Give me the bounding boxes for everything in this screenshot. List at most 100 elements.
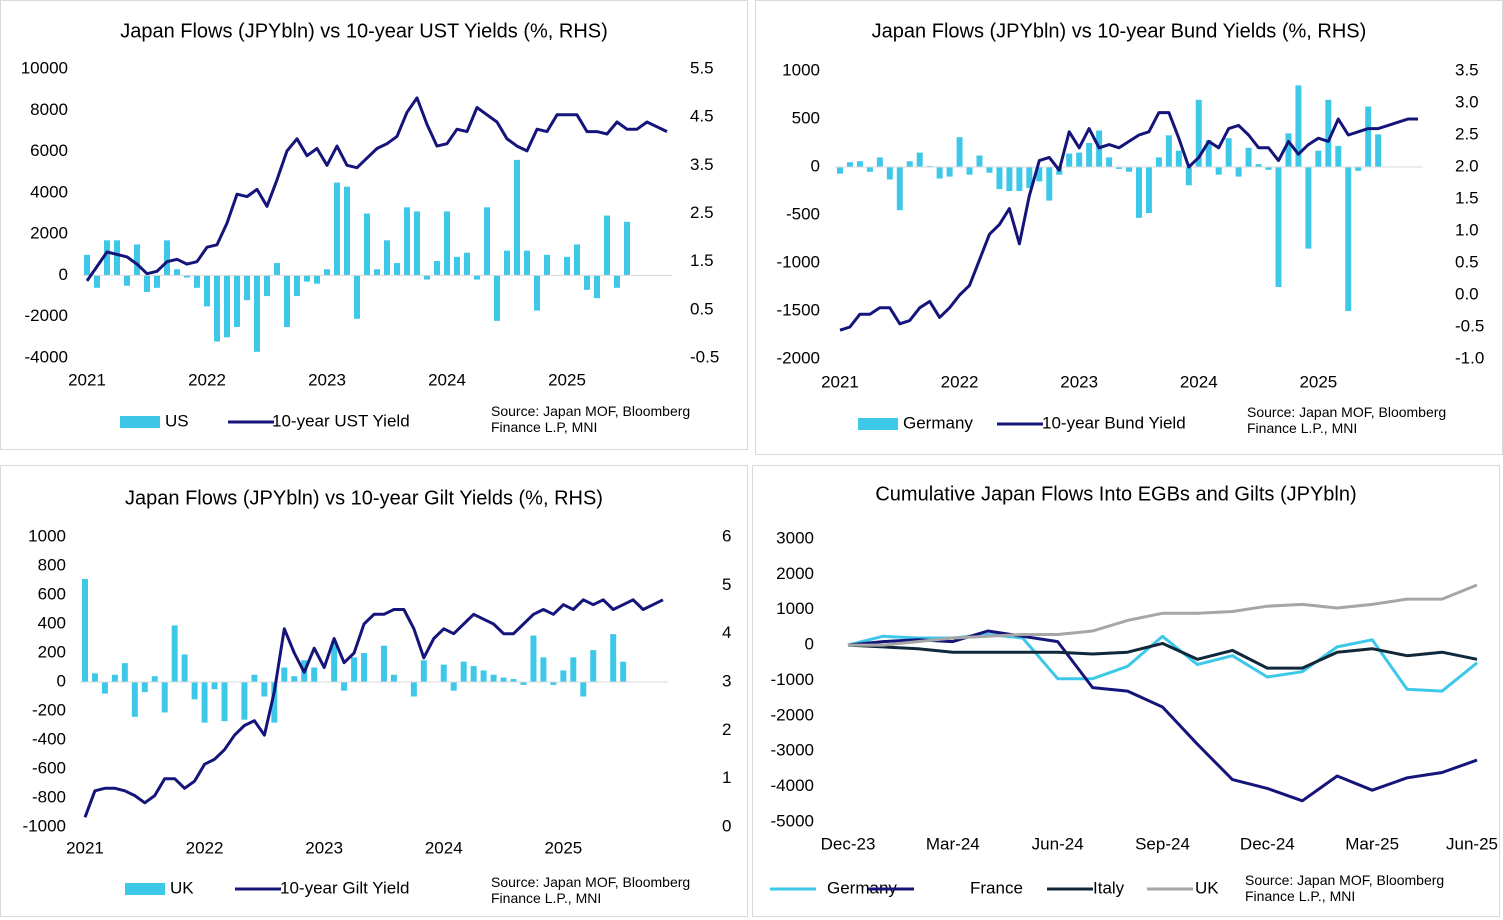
bar (181, 654, 188, 682)
y-tick-label: 600 (38, 584, 66, 603)
y-tick-label: -2000 (771, 705, 814, 724)
bar (244, 275, 250, 301)
x-tick-label: 2022 (941, 372, 979, 391)
bar (374, 269, 380, 276)
chart: Japan Flows (JPYbln) vs 10-year Gilt Yie… (0, 465, 748, 917)
bar (604, 215, 610, 276)
bar (394, 263, 400, 276)
bar (504, 250, 510, 276)
bar (510, 679, 517, 682)
bar (274, 263, 280, 276)
source-note: Source: Japan MOF, Bloomberg Finance L.P… (491, 874, 691, 906)
bar (134, 244, 140, 276)
bar (331, 642, 338, 682)
bar (1195, 99, 1202, 167)
y2-tick-label: -0.5 (690, 347, 719, 366)
bar (161, 682, 168, 713)
x-tick-label: 2025 (544, 838, 582, 857)
x-tick-label: Dec-23 (821, 834, 876, 853)
x-tick-label: Sep-24 (1135, 834, 1190, 853)
y-tick-label: -200 (32, 700, 66, 719)
bar (1325, 99, 1332, 167)
bar (896, 167, 903, 211)
y-tick-label: 200 (38, 642, 66, 661)
bar (1225, 138, 1232, 167)
y2-tick-label: 2.5 (690, 203, 714, 222)
panel-border (0, 0, 748, 450)
bar (324, 269, 330, 276)
bar (304, 275, 310, 282)
bar (450, 682, 457, 691)
chart-title: Japan Flows (JPYbln) vs 10-year Gilt Yie… (125, 487, 603, 509)
bar (1185, 167, 1192, 186)
x-tick-label: 2025 (1299, 372, 1337, 391)
bar (1305, 167, 1312, 249)
bar (1285, 133, 1292, 167)
bar (380, 645, 387, 682)
bar (856, 161, 863, 167)
bar (171, 625, 178, 682)
bar (1076, 152, 1083, 167)
bar (936, 167, 943, 179)
y-tick-label: -5000 (771, 811, 814, 830)
y-tick-label: -600 (32, 758, 66, 777)
x-tick-label: Jun-25 (1446, 834, 1498, 853)
y-tick-label: -1500 (777, 300, 820, 319)
bar (390, 674, 397, 682)
chart-panel: Japan Flows (JPYbln) vs 10-year UST Yiel… (0, 0, 748, 450)
bar (1086, 143, 1093, 167)
y-tick-label: -4000 (25, 347, 68, 366)
source-note: Source: Japan MOF, Bloomberg Finance L.P… (1245, 872, 1445, 904)
x-tick-label: 2023 (305, 838, 343, 857)
bar (354, 275, 360, 319)
x-tick-label: 2022 (188, 370, 226, 389)
y-tick-label: 400 (38, 613, 66, 632)
x-tick-label: 2025 (548, 370, 586, 389)
bar (1026, 167, 1033, 189)
bar (384, 240, 390, 276)
bar (886, 167, 893, 180)
y2-tick-label: 2 (722, 720, 731, 739)
bar (344, 186, 350, 276)
y2-tick-label: 0.5 (690, 299, 714, 318)
bar (1066, 153, 1073, 167)
bar (614, 275, 620, 288)
bar (111, 674, 118, 682)
bar (590, 650, 597, 682)
y2-tick-label: 1 (722, 768, 731, 787)
bar (1006, 167, 1013, 191)
bar (474, 275, 480, 280)
bar (540, 657, 547, 682)
legend-label: UK (170, 878, 194, 897)
bar (114, 240, 120, 276)
bar (514, 159, 520, 276)
bar (1016, 167, 1023, 191)
line (848, 583, 1478, 647)
y2-tick-label: 1.5 (1455, 188, 1479, 207)
bar (1215, 167, 1222, 175)
chart-panel: Cumulative Japan Flows Into EGBs and Gil… (752, 465, 1500, 917)
x-tick-label: 2023 (1060, 372, 1098, 391)
bar (351, 657, 358, 682)
bar (524, 250, 530, 276)
y-tick-label: 0 (811, 156, 820, 175)
bar (1335, 145, 1342, 167)
bar (1265, 167, 1272, 170)
y2-tick-label: 1.0 (1455, 220, 1479, 239)
y-tick-label: -2000 (25, 306, 68, 325)
bar (361, 653, 368, 682)
y-tick-label: 10000 (21, 58, 68, 77)
bar (364, 213, 370, 276)
bar (154, 275, 160, 288)
line (847, 629, 1478, 803)
bar (121, 663, 128, 682)
x-tick-label: 2023 (308, 370, 346, 389)
bar (564, 256, 570, 276)
bar (1036, 167, 1043, 182)
bar (1315, 150, 1322, 167)
bar (460, 661, 467, 682)
bar (1145, 167, 1152, 214)
y2-tick-label: 4.5 (690, 107, 714, 126)
x-tick-label: Dec-24 (1240, 834, 1295, 853)
legend-label: France (970, 878, 1023, 897)
